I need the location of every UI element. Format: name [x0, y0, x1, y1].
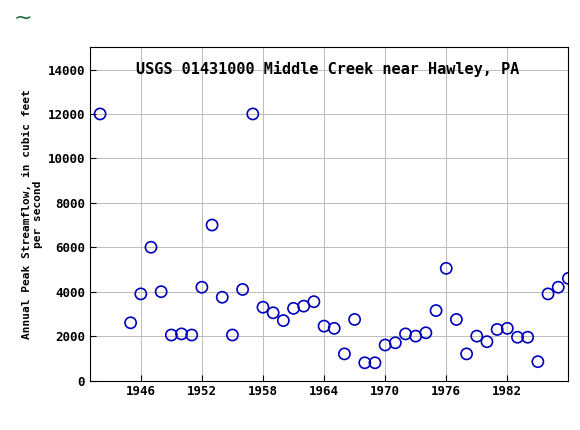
Point	[208, 221, 217, 228]
Point	[432, 307, 441, 314]
Point	[574, 277, 580, 284]
Point	[279, 317, 288, 324]
Point	[401, 330, 410, 337]
Point	[136, 291, 146, 298]
Y-axis label: Annual Peak Streamflow, in cubic feet
per second: Annual Peak Streamflow, in cubic feet pe…	[22, 89, 44, 339]
Point	[289, 305, 298, 312]
Point	[533, 358, 542, 365]
Point	[503, 325, 512, 332]
Point	[462, 350, 471, 357]
Point	[218, 294, 227, 301]
Point	[238, 286, 247, 293]
Point	[350, 316, 359, 323]
Point	[197, 284, 206, 291]
Text: USGS 01431000 Middle Creek near Hawley, PA: USGS 01431000 Middle Creek near Hawley, …	[136, 61, 519, 77]
Point	[411, 333, 420, 340]
Point	[258, 304, 267, 310]
Point	[492, 326, 502, 333]
Point	[441, 265, 451, 272]
Point	[360, 359, 369, 366]
Point	[187, 332, 197, 338]
Point	[329, 325, 339, 332]
Point	[126, 319, 135, 326]
Point	[370, 359, 379, 366]
Text: USGS: USGS	[68, 9, 124, 27]
Point	[340, 350, 349, 357]
Point	[380, 341, 390, 348]
Point	[157, 288, 166, 295]
Point	[543, 291, 553, 298]
Point	[452, 316, 461, 323]
Point	[228, 332, 237, 338]
Point	[564, 275, 573, 282]
Bar	[3, 2, 84, 36]
Point	[299, 303, 309, 310]
Point	[523, 334, 532, 341]
Point	[269, 309, 278, 316]
Point	[166, 332, 176, 338]
Point	[177, 330, 186, 337]
Point	[483, 338, 492, 345]
Point	[96, 111, 105, 117]
Point	[309, 298, 318, 305]
Point	[146, 244, 155, 251]
Point	[513, 334, 522, 341]
Point	[248, 111, 258, 117]
Point	[553, 284, 563, 291]
Point	[320, 322, 329, 329]
Point	[391, 339, 400, 346]
Point	[421, 329, 430, 336]
Text: ~: ~	[14, 8, 32, 28]
Point	[472, 333, 481, 340]
